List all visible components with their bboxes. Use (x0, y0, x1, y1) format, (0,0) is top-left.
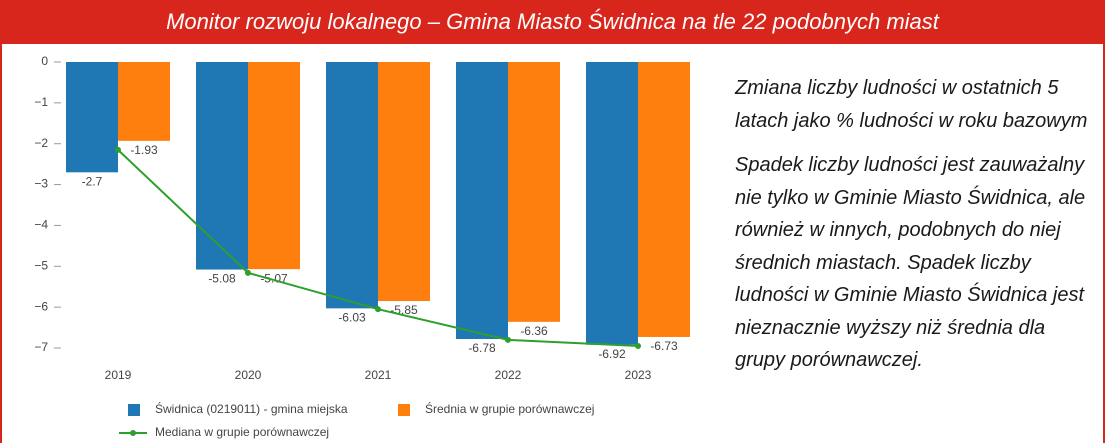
title: Monitor rozwoju lokalnego – Gmina Miasto… (166, 9, 939, 34)
bar (378, 62, 430, 302)
legend-label: Mediana w grupie porównawczej (155, 425, 329, 439)
legend-dot (130, 430, 136, 436)
x-tick-label: 2023 (625, 368, 652, 382)
median-point (505, 336, 511, 343)
y-tick-label: −6 (34, 299, 48, 313)
y-tick-label: −2 (34, 136, 48, 150)
data-label: -6.36 (520, 324, 548, 338)
bar (118, 62, 170, 141)
bar (66, 62, 118, 173)
y-tick-label: −4 (34, 218, 48, 232)
median-point (245, 269, 251, 276)
data-label: -6.78 (468, 341, 496, 355)
y-tick-label: −1 (34, 95, 48, 109)
x-tick-label: 2022 (495, 368, 522, 382)
title-bar: Monitor rozwoju lokalnego – Gmina Miasto… (2, 0, 1103, 44)
legend-label: Średnia w grupie porównawczej (425, 401, 594, 416)
bar (326, 62, 378, 309)
bar (248, 62, 300, 270)
data-label: -6.92 (598, 347, 626, 361)
y-tick-label: −3 (34, 177, 48, 191)
legend-swatch (398, 404, 410, 416)
median-point (375, 306, 381, 313)
y-tick-label: −5 (34, 258, 48, 272)
chart: 0 −1 −2 −3 −4 −5 −6 −7 2019 2020 2021 2022 2023 -2.7 -… (34, 54, 690, 439)
legend-label: Świdnica (0219011) - gmina miejska (155, 401, 348, 416)
y-tick-label: 0 (41, 54, 48, 68)
description-lead: Zmiana liczby ludności w ostatnich 5 lat… (735, 77, 1088, 132)
median-point (115, 146, 121, 153)
bar (586, 62, 638, 345)
y-tick-label: −7 (34, 340, 48, 354)
data-label: -6.73 (650, 339, 678, 353)
bar (196, 62, 248, 270)
data-label: -5.08 (208, 272, 236, 286)
data-label: -6.03 (338, 311, 366, 325)
median-point (635, 342, 641, 349)
bar (638, 62, 690, 337)
x-tick-label: 2019 (105, 368, 132, 382)
legend-swatch (128, 404, 140, 416)
x-tick-label: 2021 (365, 368, 392, 382)
bar (508, 62, 560, 322)
data-label: -1.93 (130, 143, 158, 157)
description-body: Spadek liczby ludności jest zauważalny n… (735, 154, 1086, 371)
data-label: -2.7 (82, 174, 103, 188)
description: Zmiana liczby ludności w ostatnich 5 lat… (735, 72, 1095, 389)
x-tick-label: 2020 (235, 368, 262, 382)
bar (456, 62, 508, 340)
